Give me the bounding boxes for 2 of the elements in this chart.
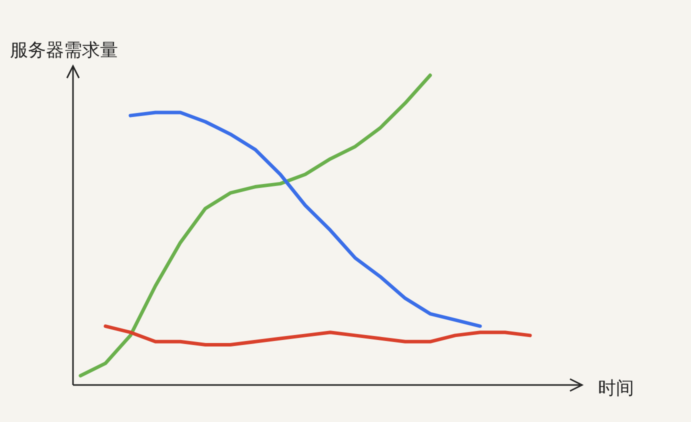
y-axis-title: 服务器需求量 (10, 39, 118, 62)
x-axis-title: 时间 (598, 377, 634, 400)
